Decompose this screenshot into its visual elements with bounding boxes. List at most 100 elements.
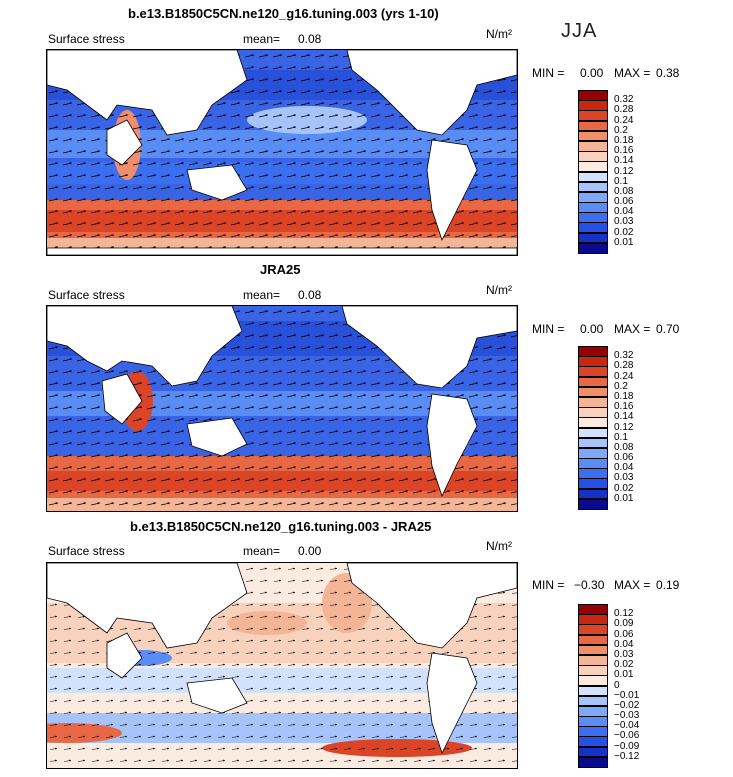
colorbar-swatch <box>578 140 608 152</box>
colorbar-tick-label: −0.02 <box>614 699 640 711</box>
colorbar-swatch <box>578 695 608 707</box>
colorbar-tick-label: −0.03 <box>614 710 640 722</box>
colorbar-swatch <box>578 191 608 203</box>
colorbar-tick-label: 0.28 <box>614 104 634 116</box>
colorbar-tick-label: 0.32 <box>614 350 634 362</box>
colorbar-tick-label: 0.32 <box>614 94 634 106</box>
colorbar-tick-label: 0.16 <box>614 145 634 157</box>
colorbar-tick-label: 0.24 <box>614 114 634 126</box>
colorbar-tick-label: 0.08 <box>614 185 634 197</box>
colorbar-swatch <box>578 427 608 439</box>
colorbar-tick-label: −0.12 <box>614 750 640 762</box>
colorbar-tick-label: 0.28 <box>614 360 634 372</box>
colorbar-swatch <box>578 685 608 697</box>
colorbar-tick-label: 0.04 <box>614 638 634 650</box>
colorbar-swatch <box>578 181 608 193</box>
field-label: Surface stress <box>48 544 125 558</box>
colorbar-swatch <box>578 498 608 510</box>
min-value: 0.00 <box>580 322 604 336</box>
colorbar-swatch <box>578 346 608 357</box>
colorbar-swatch <box>578 356 608 367</box>
colorbar-tick-label: 0.1 <box>614 431 628 443</box>
colorbar-tick-label: 0.06 <box>614 628 634 640</box>
colorbar-swatch <box>578 130 608 142</box>
colorbar-swatch <box>578 120 608 132</box>
colorbar-tick-label: −0.06 <box>614 730 640 742</box>
min-label: MIN = <box>532 322 565 336</box>
colorbar-swatch <box>578 705 608 717</box>
colorbar-swatch <box>578 222 608 234</box>
colorbar-swatch <box>578 90 608 101</box>
season-label: JJA <box>561 20 598 42</box>
colorbar-tick-label: 0.06 <box>614 196 634 208</box>
colorbar-swatch <box>578 151 608 162</box>
min-label: MIN = <box>532 578 565 592</box>
colorbar-swatch <box>578 746 608 758</box>
colorbar-swatch <box>578 232 608 244</box>
colorbar-swatch <box>578 458 608 469</box>
max-value: 0.19 <box>656 578 680 592</box>
max-value: 0.70 <box>656 322 680 336</box>
units-label: N/m² <box>486 27 512 41</box>
colorbar-swatch <box>578 716 608 727</box>
colorbar-swatch <box>578 726 608 737</box>
colorbar-tick-label: 0.2 <box>614 124 628 136</box>
max-value: 0.38 <box>656 66 680 80</box>
max-label: MAX = <box>614 66 651 80</box>
colorbar-tick-label: 0.14 <box>614 155 634 167</box>
colorbar-tick-label: 0.01 <box>614 492 634 504</box>
colorbar-tick-label: 0.12 <box>614 165 634 177</box>
colorbar-tick-label: 0.16 <box>614 401 634 413</box>
colorbar-tick-label: −0.01 <box>614 689 640 701</box>
mean-label: mean= <box>243 544 281 558</box>
colorbar-swatch <box>578 675 608 686</box>
panel-title: b.e13.B1850C5CN.ne120_g16.tuning.003 - J… <box>130 519 432 534</box>
min-value: 0.00 <box>580 66 604 80</box>
colorbar-tick-label: 0.04 <box>614 462 634 474</box>
mean-value: 0.00 <box>298 544 322 558</box>
field-label: Surface stress <box>48 32 125 46</box>
mean-label: mean= <box>243 32 281 46</box>
panel-title: b.e13.B1850C5CN.ne120_g16.tuning.003 (yr… <box>128 6 439 21</box>
max-label: MAX = <box>614 578 651 592</box>
colorbar-swatch <box>578 665 608 676</box>
colorbar-swatch <box>578 407 608 418</box>
field-label: Surface stress <box>48 288 125 302</box>
colorbar-swatch <box>578 437 608 449</box>
max-label: MAX = <box>614 322 651 336</box>
colorbar-swatch <box>578 242 608 254</box>
min-value: −0.30 <box>574 578 605 592</box>
colorbar-swatch <box>578 614 608 625</box>
colorbar-swatch <box>578 376 608 388</box>
colorbar-tick-label: 0.09 <box>614 618 634 630</box>
colorbar-tick-label: 0.03 <box>614 472 634 484</box>
colorbar-swatch <box>578 447 608 459</box>
colorbar-tick-label: 0.18 <box>614 134 634 146</box>
colorbar-swatch <box>578 100 608 111</box>
map-observation-svg <box>46 305 518 511</box>
units-label: N/m² <box>486 539 512 553</box>
colorbar-swatch <box>578 396 608 408</box>
map-model <box>46 49 518 256</box>
colorbar-swatch <box>578 478 608 490</box>
colorbar-tick-label: 0.03 <box>614 216 634 228</box>
colorbar: 0.32 0.28 0.24 0.2 0.18 0.16 0.14 0.12 0.1 0.08 0.… <box>578 90 658 254</box>
colorbar-tick-label: 0.2 <box>614 380 628 392</box>
colorbar-swatch <box>578 756 608 768</box>
min-label: MIN = <box>532 66 565 80</box>
colorbar-swatch <box>578 161 608 172</box>
colorbar-tick-label: 0.24 <box>614 370 634 382</box>
colorbar-tick-label: 0.06 <box>614 452 634 464</box>
mean-value: 0.08 <box>298 32 322 46</box>
colorbar-tick-label: 0.04 <box>614 206 634 218</box>
map-difference-svg <box>12 562 518 768</box>
colorbar-swatch <box>578 624 608 636</box>
colorbar-swatch <box>578 386 608 398</box>
mean-value: 0.08 <box>298 288 322 302</box>
colorbar-swatch <box>578 366 608 378</box>
colorbar-swatch <box>578 202 608 213</box>
colorbar-tick-label: −0.09 <box>614 740 640 752</box>
colorbar-swatch <box>578 110 608 122</box>
colorbar-tick-label: 0.12 <box>614 608 634 620</box>
colorbar-swatch <box>578 634 608 646</box>
